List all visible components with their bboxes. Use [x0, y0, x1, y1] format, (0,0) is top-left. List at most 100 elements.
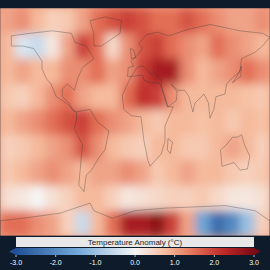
- anomaly-cell: [255, 8, 270, 34]
- anomaly-cell: [195, 185, 211, 211]
- anomaly-cell: [165, 135, 181, 161]
- anomaly-cell: [210, 84, 226, 110]
- anomaly-cell: [0, 8, 16, 34]
- anomaly-cell: [225, 59, 241, 85]
- anomaly-cell: [165, 33, 181, 59]
- anomaly-cell: [75, 84, 91, 110]
- colorbar-tick-label: -3.0: [10, 259, 22, 266]
- anomaly-cell: [180, 33, 196, 59]
- anomaly-cell: [225, 8, 241, 34]
- colorbar-tick: [95, 255, 96, 257]
- anomaly-cell: [0, 109, 16, 135]
- anomaly-cell: [165, 185, 181, 211]
- anomaly-cell: [30, 160, 46, 186]
- colorbar-tick-label: 0.0: [130, 259, 140, 266]
- anomaly-cell: [30, 84, 46, 110]
- anomaly-cell: [30, 211, 46, 236]
- colorbar-tick: [135, 255, 136, 257]
- anomaly-cell: [0, 84, 16, 110]
- anomaly-cell: [135, 84, 151, 110]
- anomaly-cell: [195, 8, 211, 34]
- colorbar-tick: [16, 255, 17, 257]
- coastline: [0, 203, 270, 236]
- coastline: [128, 25, 270, 119]
- anomaly-cell: [75, 211, 91, 236]
- anomaly-cell: [135, 160, 151, 186]
- coastline: [233, 66, 242, 82]
- anomaly-cell: [255, 59, 270, 85]
- anomaly-cell: [60, 160, 76, 186]
- anomaly-cell: [165, 160, 181, 186]
- anomaly-cell: [180, 59, 196, 85]
- anomaly-cell: [120, 8, 136, 34]
- anomaly-cell: [0, 135, 16, 161]
- anomaly-cell: [15, 185, 31, 211]
- anomaly-cell: [150, 84, 166, 110]
- colorbar-tick-label: 1.0: [170, 259, 180, 266]
- anomaly-cell: [165, 8, 181, 34]
- anomaly-cell: [150, 211, 166, 236]
- map-area: [0, 8, 270, 236]
- anomaly-cell: [60, 135, 76, 161]
- coastline: [221, 135, 250, 170]
- anomaly-cell: [180, 84, 196, 110]
- anomaly-cell: [195, 160, 211, 186]
- anomaly-cell: [210, 59, 226, 85]
- anomaly-cell: [15, 135, 31, 161]
- anomaly-cell: [165, 59, 181, 85]
- anomaly-cell: [45, 185, 61, 211]
- anomaly-cell: [120, 135, 136, 161]
- anomaly-cell: [195, 109, 211, 135]
- colorbar-label-strip: [16, 237, 254, 247]
- anomaly-cell: [255, 109, 270, 135]
- coastline: [74, 109, 109, 191]
- anomaly-cell: [150, 33, 166, 59]
- coastlines: [0, 17, 270, 236]
- anomaly-cell: [60, 59, 76, 85]
- anomaly-cell: [195, 84, 211, 110]
- anomaly-cell: [15, 109, 31, 135]
- colorbar: [16, 248, 254, 255]
- anomaly-cell: [45, 211, 61, 236]
- coastline: [122, 75, 173, 166]
- anomaly-cell: [15, 8, 31, 34]
- anomaly-cell: [225, 33, 241, 59]
- anomaly-cell: [120, 109, 136, 135]
- colorbar-tick-label: 2.0: [209, 259, 219, 266]
- anomaly-cell: [225, 135, 241, 161]
- anomaly-cell: [30, 8, 46, 34]
- anomaly-cell: [225, 211, 241, 236]
- colorbar-tick-label: 3.0: [249, 259, 259, 266]
- anomaly-cell: [105, 33, 121, 59]
- anomaly-cell: [75, 135, 91, 161]
- map-figure: Temperature Anomaly (°C)-3.0-2.0-1.00.01…: [0, 0, 270, 270]
- anomaly-cell: [135, 135, 151, 161]
- anomaly-cell: [135, 185, 151, 211]
- anomaly-cell: [105, 59, 121, 85]
- anomaly-cell: [0, 211, 16, 236]
- anomaly-cell: [105, 185, 121, 211]
- anomaly-cell: [75, 33, 91, 59]
- anomaly-cell: [15, 84, 31, 110]
- anomaly-cell: [120, 211, 136, 236]
- colorbar-extend: [9, 248, 16, 255]
- anomaly-cell: [0, 59, 16, 85]
- anomaly-cell: [210, 185, 226, 211]
- anomaly-cell: [195, 59, 211, 85]
- anomaly-cell: [240, 109, 256, 135]
- anomaly-cell: [60, 8, 76, 34]
- anomaly-cell: [75, 109, 91, 135]
- anomaly-cell: [105, 8, 121, 34]
- anomaly-cell: [225, 185, 241, 211]
- anomaly-cell: [60, 185, 76, 211]
- anomaly-cell: [150, 185, 166, 211]
- anomaly-cell: [45, 33, 61, 59]
- colorbar-tick-label: -2.0: [50, 259, 62, 266]
- anomaly-cell: [105, 211, 121, 236]
- anomaly-cell: [90, 8, 106, 34]
- map-base: [0, 8, 270, 236]
- anomaly-cell: [45, 160, 61, 186]
- colorbar-tick: [174, 255, 175, 257]
- anomaly-cell: [240, 135, 256, 161]
- anomaly-cell: [255, 84, 270, 110]
